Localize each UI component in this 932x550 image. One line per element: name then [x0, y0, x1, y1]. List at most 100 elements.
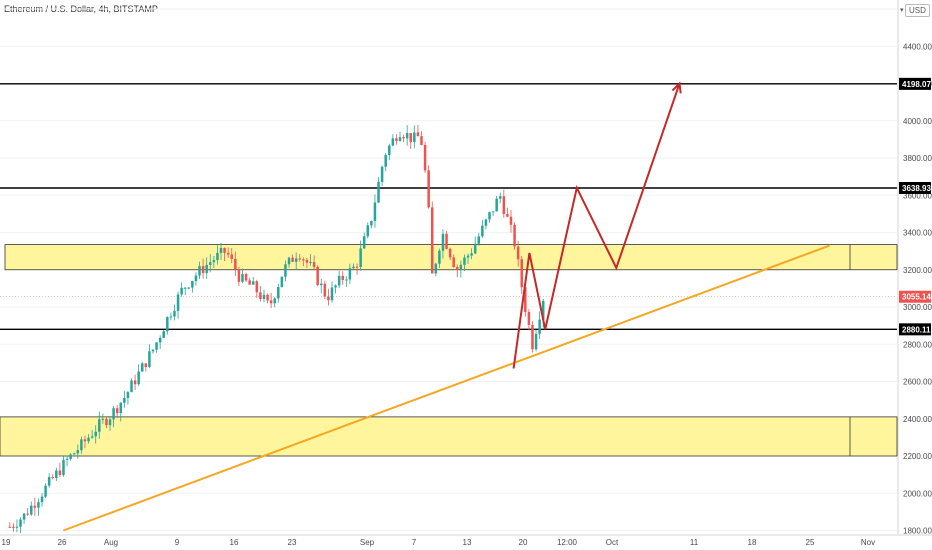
candle-body — [477, 236, 481, 244]
candle-body — [391, 138, 395, 146]
candle-body — [244, 273, 248, 281]
candle-body — [19, 519, 22, 527]
candle-body — [266, 294, 269, 301]
price-axis-label: 2400.00 — [903, 415, 932, 424]
price-tag — [899, 77, 931, 90]
candle-body — [345, 279, 348, 281]
candle-body — [416, 132, 420, 137]
candle-body — [541, 300, 545, 320]
candle-body — [144, 363, 148, 368]
projection-path[interactable] — [512, 83, 681, 369]
candle-body — [119, 402, 123, 414]
candle-body — [205, 264, 208, 274]
candle-body — [531, 324, 534, 350]
candle-body — [456, 267, 459, 271]
candle-body — [133, 380, 137, 385]
candle-body — [495, 198, 498, 212]
candle-body — [8, 526, 12, 528]
candle-body — [90, 436, 94, 438]
price-axis-label: 4400.00 — [903, 42, 932, 51]
candle-body — [55, 470, 58, 479]
candle-body — [201, 266, 205, 274]
candle-body — [398, 137, 402, 141]
candle-body — [47, 477, 51, 486]
candle-body — [183, 287, 187, 289]
candle-body — [241, 273, 244, 282]
candle-body — [22, 513, 26, 520]
candle-body — [58, 470, 62, 475]
price-tag-label: 3055.14 — [902, 293, 931, 302]
candle-body — [284, 264, 287, 277]
time-axis-label: Nov — [861, 538, 875, 547]
candle-body — [355, 266, 359, 268]
candle-body — [498, 196, 502, 199]
candle-body — [409, 133, 413, 142]
candle-body — [319, 283, 323, 286]
time-axis-label: Sep — [360, 538, 375, 547]
candle-body — [348, 268, 352, 280]
candle-body — [538, 319, 541, 334]
candle-body — [262, 294, 266, 299]
candle-body — [40, 496, 44, 503]
price-tag-label: 3638.93 — [902, 184, 931, 193]
candle-body — [420, 136, 423, 145]
candle-body — [466, 255, 470, 258]
candle-body — [323, 283, 327, 297]
candle-body — [452, 257, 455, 268]
candle-body — [337, 275, 341, 286]
candle-body — [162, 331, 165, 338]
time-axis-label: 20 — [519, 538, 528, 547]
price-axis-label: 2000.00 — [903, 489, 932, 498]
candle-body — [83, 439, 87, 442]
candle-body — [251, 281, 255, 285]
candle-body — [312, 262, 316, 267]
candle-body — [327, 296, 330, 301]
candle-body — [123, 397, 126, 403]
candle-body — [402, 137, 405, 139]
candle-body — [198, 266, 201, 276]
candle-body — [194, 275, 198, 282]
candle-body — [377, 181, 380, 203]
candle-body — [448, 248, 452, 258]
trendline[interactable] — [62, 244, 830, 532]
time-axis-label: 13 — [463, 538, 472, 547]
candle-body — [470, 253, 473, 256]
candle-body — [277, 287, 280, 299]
candle-body — [366, 225, 370, 237]
candle-body — [155, 342, 158, 350]
price-tag — [899, 323, 931, 336]
candle-body — [187, 287, 191, 289]
candle-body — [502, 196, 506, 215]
price-axis-label: 3800.00 — [903, 154, 932, 163]
candle-body — [15, 526, 19, 528]
currency-badge[interactable]: USD — [905, 4, 930, 17]
candle-body — [445, 233, 448, 249]
candle-body — [33, 505, 37, 508]
candle-body — [413, 132, 416, 142]
projection-arrowhead — [671, 81, 682, 94]
candle-body — [226, 252, 230, 255]
time-axis-label: 11 — [690, 538, 699, 547]
candle-body — [158, 337, 162, 343]
candle-body — [180, 287, 183, 295]
candle-body — [169, 316, 173, 318]
price-tag — [899, 290, 931, 303]
candle-body — [370, 220, 373, 226]
time-axis-label: 12:00 — [557, 538, 578, 547]
currency-dropdown-icon[interactable]: ▾ — [900, 7, 904, 14]
candle-body — [513, 224, 516, 247]
candle-body — [294, 258, 298, 262]
time-axis-label: 9 — [175, 538, 180, 547]
candle-body — [269, 300, 273, 304]
time-axis-label: 7 — [412, 538, 417, 547]
candle-body — [98, 419, 101, 432]
price-tag-label: 2880.11 — [902, 325, 931, 334]
candle-body — [140, 363, 144, 372]
candle-body — [380, 166, 384, 182]
candle-body — [362, 236, 366, 249]
candle-body — [527, 311, 531, 325]
time-axis-label: 23 — [288, 538, 297, 547]
candle-body — [434, 263, 438, 274]
candle-body — [51, 477, 55, 479]
